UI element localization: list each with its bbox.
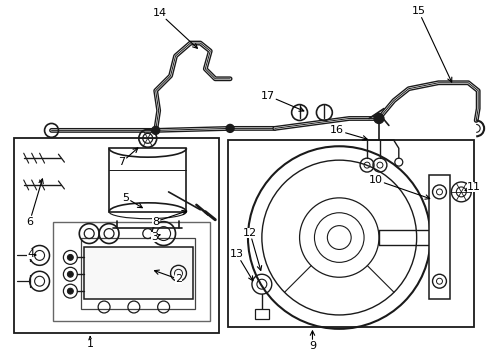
- Text: 8: 8: [152, 210, 186, 227]
- Text: 6: 6: [26, 179, 43, 227]
- Circle shape: [151, 126, 160, 134]
- Bar: [81, 238, 195, 309]
- Bar: [14, 138, 219, 333]
- Text: 11: 11: [464, 182, 480, 192]
- Circle shape: [373, 113, 383, 123]
- Text: 4: 4: [27, 249, 36, 260]
- Bar: [109, 148, 186, 212]
- Text: 3: 3: [151, 231, 160, 242]
- Bar: [427, 175, 449, 299]
- Text: 9: 9: [308, 331, 315, 351]
- Circle shape: [67, 255, 73, 260]
- Text: 7: 7: [118, 148, 138, 167]
- Bar: [53, 222, 210, 321]
- Text: 5: 5: [122, 193, 142, 208]
- Text: 2: 2: [154, 270, 182, 284]
- Text: 13: 13: [229, 249, 252, 281]
- Text: 10: 10: [368, 175, 429, 199]
- Text: 16: 16: [329, 125, 366, 140]
- Text: 1: 1: [86, 337, 94, 349]
- Text: 17: 17: [260, 91, 303, 111]
- Circle shape: [225, 125, 234, 132]
- Text: 12: 12: [243, 228, 261, 270]
- Circle shape: [67, 271, 73, 277]
- Text: 15: 15: [411, 6, 451, 82]
- Bar: [228, 140, 473, 327]
- Bar: [84, 247, 193, 299]
- Circle shape: [67, 288, 73, 294]
- Text: 14: 14: [152, 8, 197, 48]
- Bar: [254, 309, 268, 319]
